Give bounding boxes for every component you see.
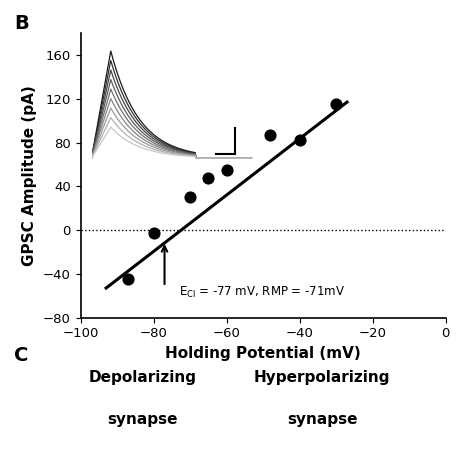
Point bbox=[150, 229, 157, 237]
Text: C: C bbox=[14, 346, 28, 365]
Point bbox=[266, 131, 274, 139]
Text: synapse: synapse bbox=[287, 412, 357, 428]
Point bbox=[296, 137, 303, 144]
Y-axis label: GPSC Amplitude (pA): GPSC Amplitude (pA) bbox=[22, 85, 37, 266]
Point bbox=[124, 275, 132, 283]
Text: Depolarizing: Depolarizing bbox=[88, 370, 196, 385]
X-axis label: Holding Potential (mV): Holding Potential (mV) bbox=[165, 346, 361, 361]
Text: $\mathrm{E_{Cl}}$ = -77 mV, RMP = -71mV: $\mathrm{E_{Cl}}$ = -77 mV, RMP = -71mV bbox=[179, 285, 345, 300]
Text: synapse: synapse bbox=[107, 412, 177, 428]
Text: B: B bbox=[14, 14, 29, 33]
Point bbox=[223, 166, 230, 173]
Point bbox=[205, 174, 212, 182]
Point bbox=[186, 193, 194, 201]
Text: Hyperpolarizing: Hyperpolarizing bbox=[254, 370, 391, 385]
Point bbox=[332, 100, 340, 108]
